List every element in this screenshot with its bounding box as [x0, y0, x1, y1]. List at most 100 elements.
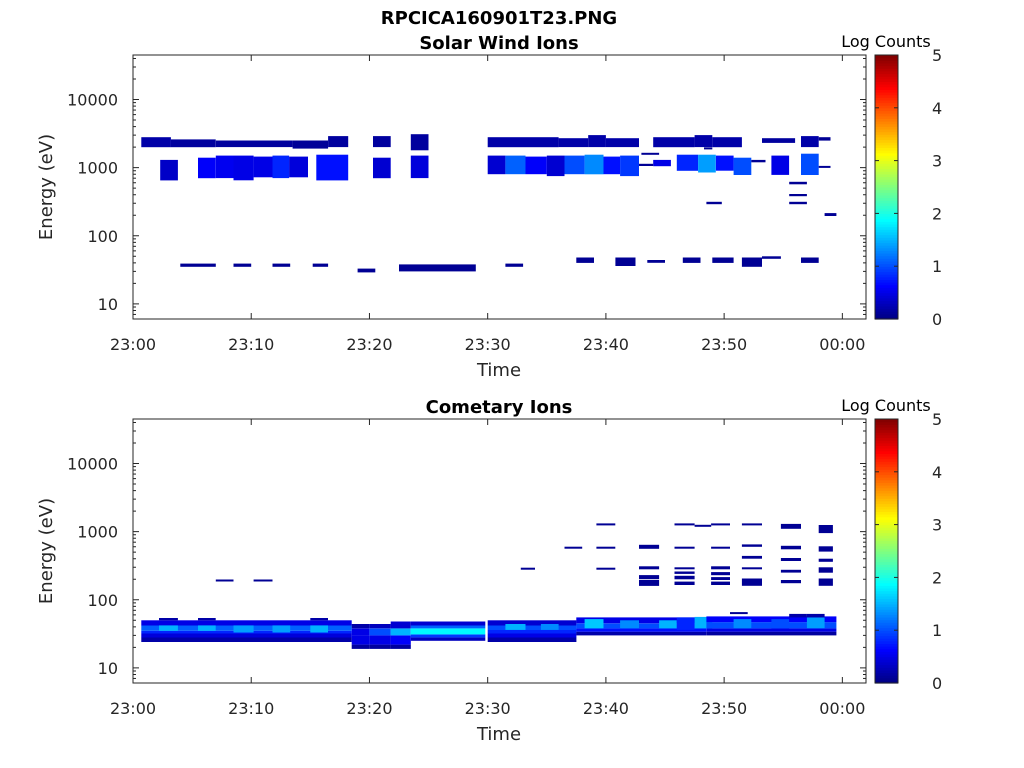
- colorbar-segment: [875, 197, 898, 201]
- spectrogram-cell: [639, 163, 654, 166]
- colorbar-segment: [875, 242, 898, 246]
- spectrogram-cell: [711, 581, 730, 585]
- colorbar-segment: [875, 268, 898, 273]
- spectrogram-cell: [741, 523, 762, 526]
- colorbar-segment: [875, 617, 898, 621]
- colorbar-segment: [875, 482, 898, 486]
- colorbar-segment: [875, 601, 898, 605]
- colorbar-segment: [875, 532, 898, 536]
- colorbar-segment: [875, 590, 898, 594]
- x-tick-label: 23:20: [346, 335, 392, 354]
- colorbar-segment: [875, 187, 898, 191]
- colorbar-segment: [875, 91, 898, 96]
- spectrogram-cell: [351, 644, 370, 649]
- spectrogram-cell: [180, 263, 216, 267]
- colorbar-segment: [875, 126, 898, 130]
- colorbar-segment: [875, 81, 898, 85]
- spectrogram-cell: [674, 571, 695, 574]
- colorbar-segment: [875, 105, 898, 109]
- colorbar-segment: [875, 253, 898, 257]
- colorbar-tick-label: 4: [932, 99, 942, 118]
- colorbar-segment: [875, 587, 898, 592]
- colorbar-segment: [875, 458, 898, 462]
- spectrogram-cell: [818, 165, 831, 168]
- colorbar-segment: [875, 184, 898, 188]
- colorbar-segment: [875, 479, 898, 483]
- colorbar-tick-label: 1: [932, 257, 942, 276]
- colorbar-segment: [875, 593, 898, 597]
- spectrogram-cell: [410, 637, 486, 641]
- colorbar-segment: [875, 62, 898, 67]
- spectrogram-cell: [253, 156, 273, 178]
- cometary-ions-panel: Cometary Ions 23:00 23:10 23:20 23:30 23:40 2…: [36, 396, 942, 745]
- spectrogram-cell: [706, 631, 837, 636]
- colorbar-segment: [875, 569, 898, 573]
- spectrogram-cell: [399, 264, 476, 272]
- spectrogram-cell: [312, 263, 329, 267]
- spectrogram-cell: [576, 257, 594, 263]
- colorbar-segment: [875, 131, 898, 135]
- colorbar-segment: [875, 656, 898, 660]
- colorbar-segment: [875, 226, 898, 230]
- colorbar-segment: [875, 527, 898, 531]
- colorbar-segment: [875, 672, 898, 676]
- spectrogram-cell: [674, 575, 695, 580]
- colorbar-segment: [875, 287, 898, 291]
- colorbar-segment: [875, 107, 898, 112]
- spectrogram-cell: [659, 620, 677, 629]
- spectrogram-cell: [520, 567, 535, 570]
- spectrogram-cell: [390, 635, 411, 645]
- colorbar-segment: [875, 614, 898, 618]
- colorbar-tick-label: 0: [932, 674, 942, 693]
- colorbar-segment: [875, 152, 898, 156]
- spectrogram-cell: [272, 155, 290, 179]
- spectrogram-cell: [584, 154, 604, 175]
- x-tick-label: 23:50: [701, 335, 747, 354]
- spectrogram-cell: [540, 624, 559, 630]
- spectrogram-cell: [818, 578, 833, 586]
- colorbar-segment: [875, 638, 898, 642]
- colorbar-segment: [875, 521, 898, 526]
- colorbar-segment: [875, 466, 898, 470]
- plot-area-frame: [132, 54, 867, 320]
- colorbar-segment: [875, 419, 898, 423]
- x-tick-label: 23:10: [228, 335, 274, 354]
- colorbar-segment: [875, 551, 898, 555]
- y-axis-label: Energy (eV): [36, 498, 57, 604]
- colorbar-segment: [875, 237, 898, 241]
- colorbar-segment: [875, 495, 898, 499]
- colorbar-segment: [875, 192, 898, 196]
- spectrogram-cell: [694, 616, 713, 629]
- colorbar: 0 1 2 3 4 5: [874, 46, 942, 329]
- colorbar-segment: [875, 463, 898, 468]
- colorbar-segment: [875, 176, 898, 180]
- spectrogram-cell: [780, 523, 801, 529]
- y-tick-label: 10000: [67, 91, 118, 110]
- spectrogram-cell: [789, 194, 807, 197]
- spectrogram-cell: [410, 621, 486, 626]
- colorbar-segment: [875, 661, 898, 666]
- x-tick-label: 23:10: [228, 699, 274, 718]
- colorbar-segment: [875, 627, 898, 631]
- colorbar-segment: [875, 173, 898, 178]
- colorbar-segment: [875, 508, 898, 512]
- spectrogram-cell: [159, 625, 178, 631]
- spectrogram-cell: [818, 137, 831, 141]
- y-tick-label: 1000: [77, 523, 118, 542]
- spectrogram-cell: [674, 581, 695, 585]
- spectrogram-cell: [576, 617, 707, 624]
- spectrogram-cell: [682, 257, 701, 263]
- colorbar-segment: [875, 635, 898, 639]
- colorbar-segment: [875, 492, 898, 497]
- spectrogram-cell: [639, 575, 660, 580]
- colorbar-segment: [875, 136, 898, 141]
- spectrogram-cell: [789, 613, 807, 618]
- colorbar-segment: [875, 297, 898, 302]
- spectrogram-cell: [369, 628, 391, 636]
- spectrogram-cell: [801, 136, 819, 148]
- colorbar-segment: [875, 144, 898, 148]
- spectrogram-cell: [316, 154, 349, 181]
- colorbar-segment: [875, 247, 898, 251]
- colorbar-segment: [875, 442, 898, 446]
- colorbar-segment: [875, 94, 898, 98]
